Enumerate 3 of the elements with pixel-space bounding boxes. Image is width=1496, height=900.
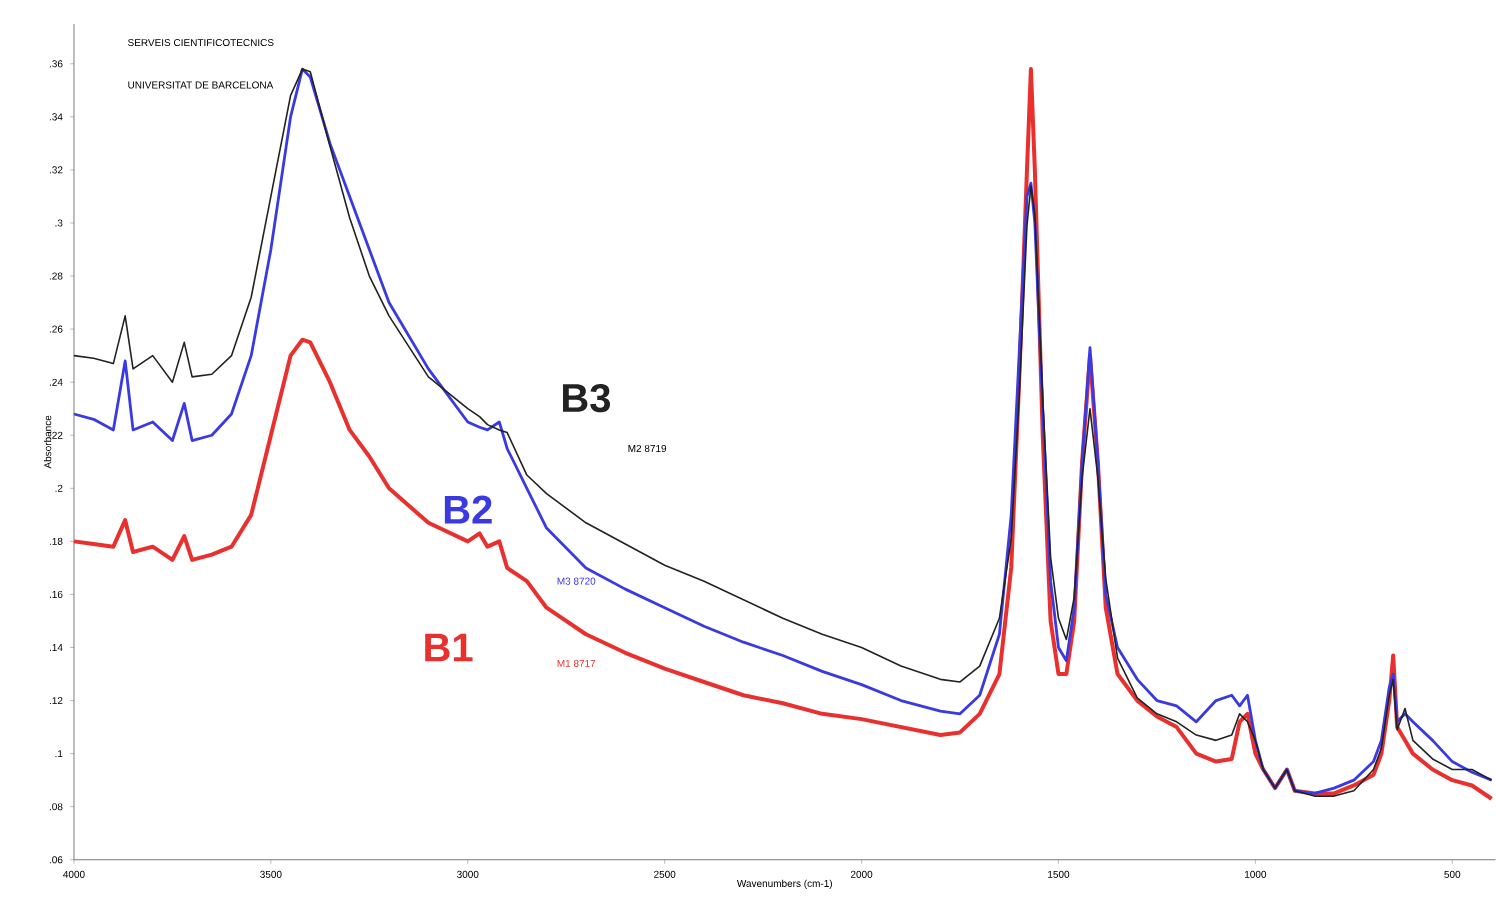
series-label: B3 <box>563 384 611 413</box>
series-label: B2 <box>444 495 492 524</box>
series-label: B1 <box>425 633 473 662</box>
